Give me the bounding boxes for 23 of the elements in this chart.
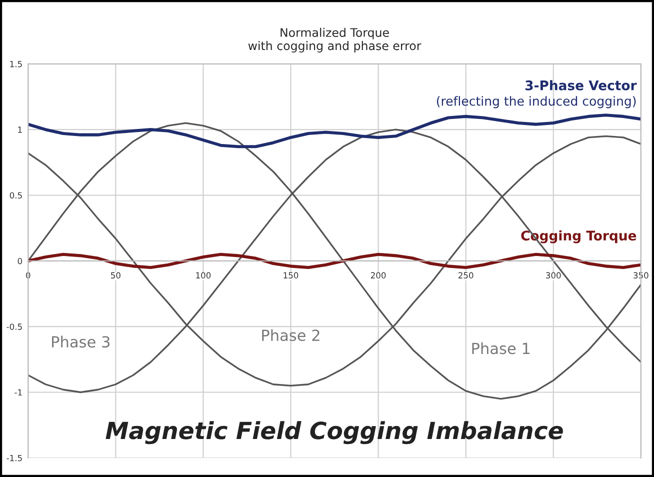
y-tick-label: -1 bbox=[14, 389, 22, 396]
line-series bbox=[28, 252, 641, 270]
text: Phase 1 bbox=[472, 342, 530, 354]
x-tick-label: 150 bbox=[284, 272, 298, 278]
text: Phase 3 bbox=[52, 336, 110, 348]
chart-title: Normalized Torque with cogging and phase error bbox=[248, 28, 422, 52]
annotation: Magnetic Field Cogging Imbalance bbox=[106, 421, 563, 444]
x-tick-label: 300 bbox=[546, 272, 561, 278]
y-tick-label: 0 bbox=[18, 258, 22, 264]
y-tick-label: 0.5 bbox=[10, 192, 22, 199]
x-tick-label: 200 bbox=[370, 272, 386, 278]
x-tick-label: 350 bbox=[634, 272, 648, 278]
text: Phase 2 bbox=[262, 329, 320, 342]
line-series bbox=[28, 114, 641, 148]
y-tick-label: -0.5 bbox=[6, 324, 22, 330]
x-tick-label: 100 bbox=[196, 272, 211, 278]
y-tick-label: 1 bbox=[18, 126, 22, 133]
text: 3-Phase Vector bbox=[525, 80, 637, 90]
x-tick-label: 250 bbox=[458, 272, 474, 278]
y-tick-label: 1.5 bbox=[10, 61, 22, 68]
annotation: (reflecting the induced cogging) bbox=[436, 96, 636, 108]
x-tick-label: 50 bbox=[111, 272, 120, 278]
y-tick-label: -1.5 bbox=[6, 455, 22, 462]
